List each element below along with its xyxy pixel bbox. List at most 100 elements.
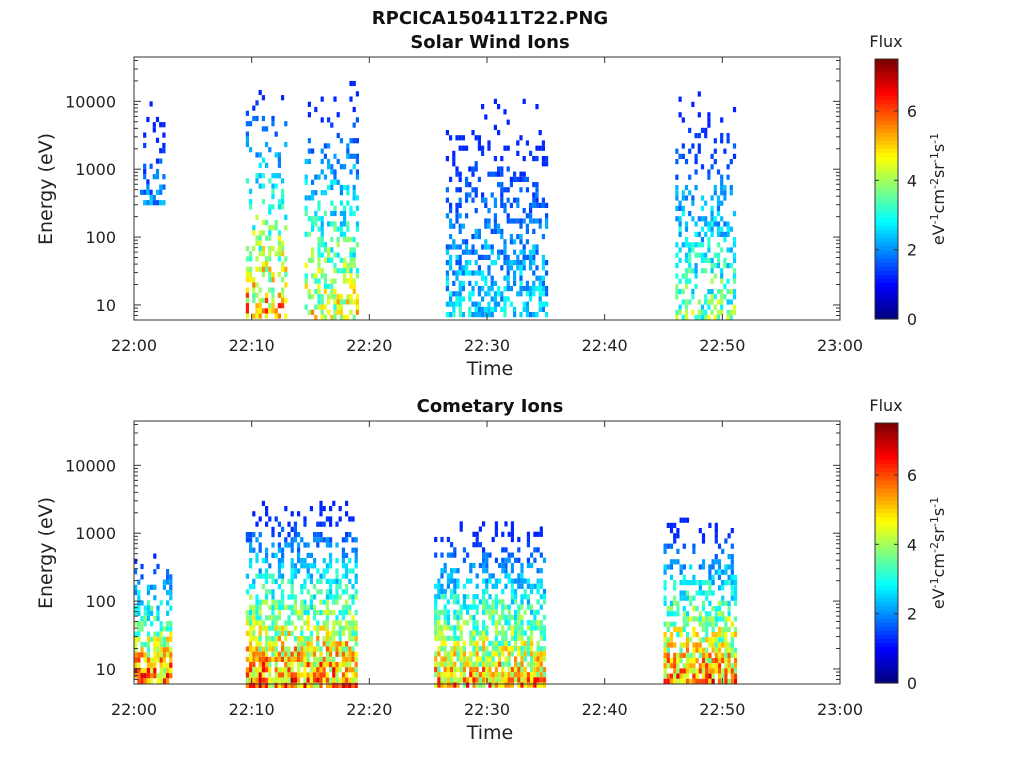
heatmap-cell <box>732 278 737 284</box>
heatmap-cell <box>458 260 462 266</box>
heatmap-cell <box>162 636 166 642</box>
heatmap-cell <box>526 562 530 569</box>
heatmap-cell <box>682 606 686 612</box>
heatmap-cell <box>339 299 343 305</box>
heatmap-cell <box>663 637 667 643</box>
heatmap-cell <box>434 614 438 621</box>
heatmap-cell <box>274 131 278 137</box>
heatmap-cell <box>684 242 689 248</box>
heatmap-cell <box>501 625 505 631</box>
colorbar-segment <box>875 124 898 129</box>
heatmap-cell <box>727 658 731 664</box>
heatmap-cell <box>487 306 491 312</box>
colorbar-segment <box>875 573 898 578</box>
heatmap-cell <box>520 630 524 636</box>
heatmap-cell <box>281 651 285 657</box>
heatmap-cell <box>274 308 278 314</box>
heatmap-cell <box>341 651 345 657</box>
heatmap-cell <box>153 569 157 575</box>
heatmap-cell <box>536 625 540 631</box>
colorbar-segment <box>875 274 898 279</box>
colorbar-segment <box>875 152 898 158</box>
heatmap-cell <box>691 195 695 201</box>
heatmap-cell <box>710 289 714 295</box>
heatmap-cell <box>692 642 696 648</box>
heatmap-cell <box>679 580 683 586</box>
heatmap-cell <box>730 554 734 560</box>
heatmap-cell <box>721 569 725 575</box>
heatmap-cell <box>290 573 294 579</box>
colorbar-segment <box>875 593 898 599</box>
heatmap-cell <box>452 161 456 167</box>
heatmap-cell <box>159 678 163 684</box>
heatmap-cell <box>287 604 291 610</box>
heatmap-cell <box>162 673 166 679</box>
heatmap-cell <box>329 516 333 522</box>
heatmap-cell <box>520 635 524 641</box>
heatmap-cell <box>162 132 166 138</box>
heatmap-cell <box>498 677 502 683</box>
heatmap-cell <box>717 647 722 653</box>
heatmap-cell <box>325 589 329 595</box>
heatmap-cell <box>509 234 513 240</box>
heatmap-cell <box>456 656 460 662</box>
heatmap-cell <box>708 611 712 617</box>
heatmap-cell <box>697 231 701 237</box>
heatmap-cell <box>513 312 517 318</box>
heatmap-cell <box>682 652 686 658</box>
colorbar-segment <box>875 306 898 312</box>
heatmap-cell <box>265 506 269 512</box>
heatmap-cell <box>317 299 321 305</box>
heatmap-cell <box>265 297 269 304</box>
heatmap-cell <box>501 682 505 688</box>
heatmap-cell <box>311 195 315 201</box>
heatmap-cell <box>533 614 537 621</box>
heatmap-cell <box>506 213 510 219</box>
heatmap-cell <box>306 610 310 616</box>
heatmap-cell <box>469 604 473 610</box>
heatmap-cell <box>284 271 288 278</box>
heatmap-cell <box>443 656 447 662</box>
heatmap-cell <box>159 158 163 164</box>
heatmap-cell <box>526 661 530 667</box>
heatmap-cell <box>513 171 517 177</box>
heatmap-cell <box>539 646 543 652</box>
heatmap-cell <box>509 301 513 307</box>
heatmap-cell <box>150 605 154 611</box>
heatmap-cell <box>462 656 466 662</box>
heatmap-cell <box>249 620 253 626</box>
heatmap-cell <box>284 214 288 220</box>
heatmap-cell <box>349 169 353 175</box>
heatmap-cell <box>446 573 450 579</box>
heatmap-cell <box>733 580 738 586</box>
heatmap-cell <box>514 609 518 615</box>
heatmap-cell <box>307 148 311 154</box>
heatmap-cell <box>513 260 517 266</box>
heatmap-cell <box>261 656 265 662</box>
heatmap-cell <box>514 666 518 673</box>
heatmap-cell <box>529 296 533 302</box>
heatmap-cell <box>320 309 324 315</box>
heatmap-cell <box>516 218 520 224</box>
heatmap-cell <box>309 672 313 678</box>
heatmap-cell <box>455 270 459 276</box>
heatmap-cell <box>319 682 323 688</box>
solar-wind-heatmap <box>139 80 737 321</box>
heatmap-cell <box>322 506 326 512</box>
heatmap-cell <box>325 651 329 657</box>
heatmap-cell <box>277 651 281 657</box>
heatmap-cell <box>349 262 353 269</box>
heatmap-cell <box>723 294 727 300</box>
heatmap-cell <box>169 584 173 590</box>
heatmap-cell <box>666 678 670 684</box>
heatmap-cell <box>166 647 170 653</box>
heatmap-cell <box>468 192 472 198</box>
heatmap-cell <box>274 662 278 668</box>
heatmap-cell <box>532 270 536 276</box>
heatmap-cell <box>516 291 520 297</box>
heatmap-cell <box>506 145 510 151</box>
heatmap-cell <box>319 537 323 543</box>
heatmap-cell <box>329 682 333 688</box>
heatmap-cell <box>311 309 315 315</box>
heatmap-cell <box>137 600 141 606</box>
